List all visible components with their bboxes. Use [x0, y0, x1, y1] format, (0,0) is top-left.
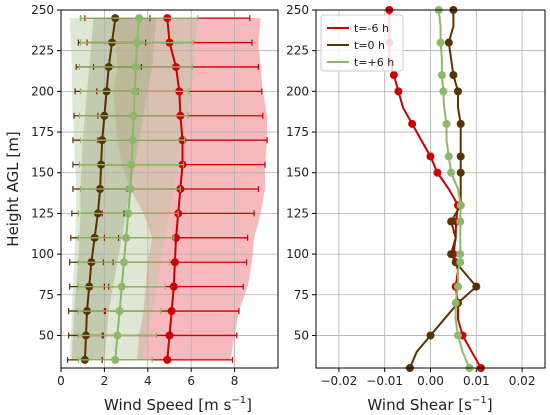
data-point: [456, 119, 465, 128]
data-point: [433, 168, 442, 177]
x-tick-label: 0.00: [417, 374, 444, 388]
data-point: [439, 87, 448, 96]
wind-shear-panel: −0.02 −0.01 0.00 0.01 0.02 50 75 100 125 150 175 20…: [286, 3, 546, 388]
data-point: [119, 258, 128, 267]
data-point: [115, 307, 124, 316]
data-point: [128, 136, 137, 145]
data-point: [129, 111, 138, 120]
data-point: [437, 71, 446, 80]
x-tick-label: 0.02: [509, 374, 536, 388]
data-point: [451, 298, 460, 307]
x-tick-label: 4: [144, 374, 152, 388]
data-point: [165, 331, 174, 340]
data-point: [456, 152, 465, 161]
series-t=+6 h: [77, 14, 199, 364]
data-point: [111, 355, 120, 364]
plot-frame-left: [60, 9, 279, 369]
data-point: [456, 258, 465, 267]
y-tick-label: 50: [294, 328, 309, 342]
y-tick-label: 75: [39, 288, 54, 302]
data-point: [447, 217, 456, 226]
data-point: [394, 87, 403, 96]
data-point: [113, 331, 122, 340]
x-tick-label: 0: [57, 374, 65, 388]
wind-speed-panel: 0 2 4 6 8 50 75 100 125 150 175 200 225 250: [31, 3, 279, 388]
y-tick-label: 250: [286, 3, 309, 17]
data-point: [456, 217, 465, 226]
data-point: [167, 307, 176, 316]
data-point: [453, 87, 462, 96]
data-point: [442, 119, 451, 128]
y-tick-label: 175: [286, 125, 309, 139]
y-tick-label: 200: [31, 84, 54, 98]
data-point: [122, 233, 131, 242]
data-point: [169, 282, 178, 291]
data-point: [453, 282, 462, 291]
data-point: [472, 282, 481, 291]
y-tick-label: 150: [286, 166, 309, 180]
y-tick-label: 125: [286, 206, 309, 220]
data-point: [449, 71, 458, 80]
data-point: [126, 185, 135, 193]
data-point: [447, 250, 456, 259]
data-point: [135, 14, 144, 23]
data-point: [389, 71, 398, 80]
y-tick-label: 225: [31, 44, 54, 58]
y-tick-label: 100: [286, 247, 309, 261]
data-point: [408, 119, 417, 128]
data-point: [456, 250, 465, 259]
y-tick-label: 175: [31, 125, 54, 139]
data-point: [132, 38, 141, 47]
data-point: [426, 331, 435, 340]
data-point: [117, 282, 126, 291]
data-point: [124, 209, 133, 218]
data-point: [444, 152, 453, 161]
data-point: [447, 168, 456, 177]
x-tick-label: −0.01: [366, 374, 403, 388]
data-point: [444, 38, 453, 47]
data-point: [170, 258, 179, 267]
data-point: [127, 160, 136, 169]
data-point: [130, 87, 139, 96]
y-tick-label: 250: [31, 3, 54, 17]
data-point: [456, 201, 465, 210]
legend-label: t=-6 h: [354, 22, 389, 35]
data-point: [436, 38, 445, 47]
x-tick-label: 6: [187, 374, 195, 388]
x-axis-label-right: Wind Shear [s−1]: [367, 395, 492, 414]
y-tick-label: 75: [294, 288, 309, 302]
x-tick-label: 8: [231, 374, 239, 388]
x-tick-label: −0.02: [321, 374, 358, 388]
data-point: [453, 331, 462, 340]
data-point: [426, 152, 435, 161]
x-tick-label: 2: [101, 374, 109, 388]
legend-label: t=+6 h: [354, 56, 394, 69]
data-point: [163, 355, 172, 364]
y-tick-label: 225: [286, 44, 309, 58]
x-axis-label-left: Wind Speed [m s−1]: [104, 395, 252, 414]
x-tick-label: 0.01: [463, 374, 490, 388]
data-point: [456, 168, 465, 177]
y-tick-label: 50: [39, 328, 54, 342]
y-tick-label: 150: [31, 166, 54, 180]
legend-label: t=0 h: [354, 39, 385, 52]
y-tick-label: 100: [31, 247, 54, 261]
data-point: [131, 62, 140, 71]
y-tick-label: 125: [31, 206, 54, 220]
y-axis-label: Height AGL [m]: [4, 131, 22, 246]
legend: t=-6 h t=0 h t=+6 h: [320, 14, 404, 72]
y-tick-label: 200: [286, 84, 309, 98]
